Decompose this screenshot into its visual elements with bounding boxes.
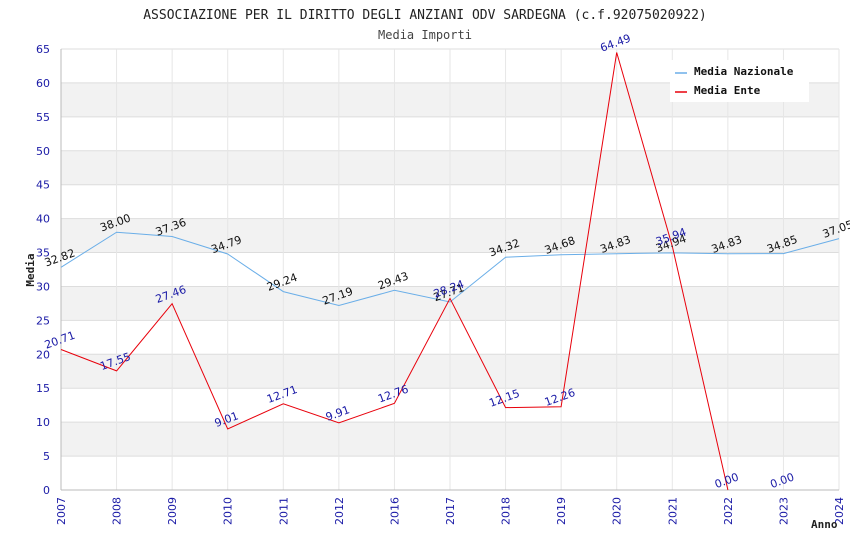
x-axis-label: Anno [811, 518, 838, 531]
x-tick-label: 2024 [833, 497, 846, 525]
y-tick-label: 10 [36, 416, 50, 429]
chart-title: ASSOCIAZIONE PER IL DIRITTO DEGLI ANZIAN… [143, 8, 707, 23]
chart-subtitle: Media Importi [378, 28, 472, 42]
x-tick-label: 2010 [222, 497, 235, 525]
y-axis-ticks: 0 5 10 15 20 25 30 35 40 45 50 55 60 65 [36, 43, 50, 497]
y-tick-label: 25 [36, 314, 50, 327]
y-tick-label: 40 [36, 213, 50, 226]
x-tick-label: 2023 [777, 497, 790, 525]
y-tick-label: 20 [36, 348, 50, 361]
legend-label-nazionale: Media Nazionale [694, 65, 794, 78]
legend: Media Nazionale Media Ente [670, 60, 809, 102]
x-tick-label: 2011 [277, 497, 290, 525]
x-axis-ticks: 2007 2008 2009 2010 2011 2012 2016 2017 2018 2019… [55, 497, 846, 525]
y-tick-label: 65 [36, 43, 50, 56]
y-tick-label: 30 [36, 280, 50, 293]
y-tick-label: 55 [36, 111, 50, 124]
y-tick-label: 35 [36, 247, 50, 260]
x-tick-label: 2018 [500, 497, 513, 525]
y-tick-label: 5 [43, 450, 50, 463]
x-tick-label: 2019 [555, 497, 568, 525]
gridlines [60, 48, 840, 491]
x-tick-label: 2021 [666, 497, 679, 525]
x-tick-label: 2008 [111, 497, 124, 525]
x-tick-label: 2012 [333, 497, 346, 525]
y-tick-label: 50 [36, 145, 50, 158]
y-axis-label: Media [24, 253, 37, 286]
x-tick-label: 2020 [611, 497, 624, 525]
series-line-ente [60, 52, 729, 491]
x-tick-label: 2022 [722, 497, 735, 525]
y-tick-label: 60 [36, 77, 50, 90]
series-lines [60, 52, 840, 491]
y-tick-label: 45 [36, 179, 50, 192]
x-tick-label: 2007 [55, 497, 68, 525]
legend-label-ente: Media Ente [694, 84, 761, 97]
series-line-nazionale [60, 231, 840, 307]
y-tick-label: 15 [36, 382, 50, 395]
x-tick-label: 2016 [388, 497, 401, 525]
x-tick-label: 2009 [166, 497, 179, 525]
y-tick-label: 0 [43, 484, 50, 497]
x-tick-label: 2017 [444, 497, 457, 525]
legend-box [670, 60, 809, 102]
axes [60, 49, 839, 491]
